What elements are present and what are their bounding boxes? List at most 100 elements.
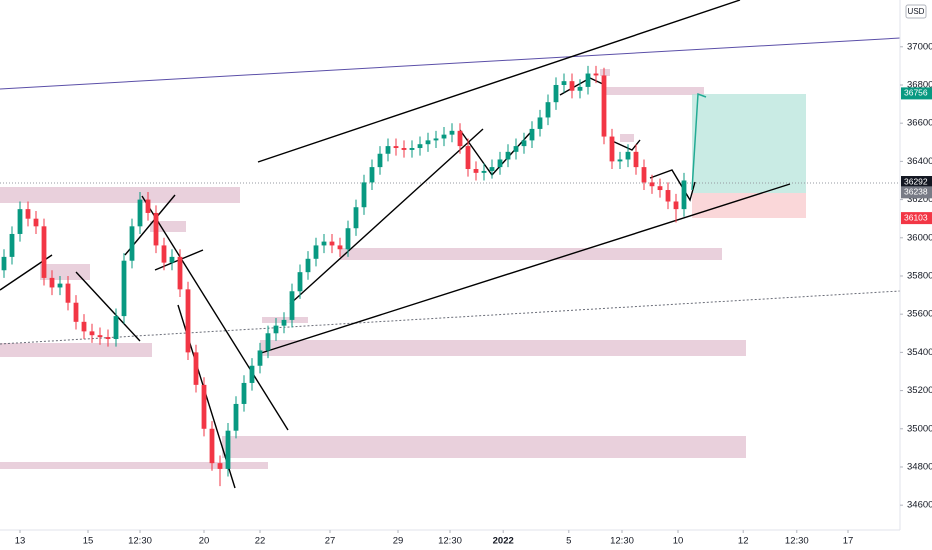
zone [150,221,186,232]
candle-body [241,382,247,404]
price-label: 36756 [904,88,928,98]
channel-line [0,37,901,90]
candle-body [649,182,655,187]
candle-body [305,258,311,273]
zone [600,69,610,76]
trendline [141,195,289,431]
x-tick-label: 2022 [493,536,514,547]
trendline [257,183,791,355]
zone [604,87,704,95]
candle-body [57,283,63,288]
candle-body [561,81,567,85]
x-tick-label: 29 [393,536,404,547]
trendline [649,169,696,202]
y-tick-label: 34600 [907,500,932,511]
x-tick-label: 12:30 [128,536,152,547]
candle-body [17,209,23,234]
price-label-box [901,186,932,199]
candle-body [577,86,583,91]
candle-body [617,159,623,162]
trendline [75,271,141,342]
candle-body [401,148,407,150]
candle-body [345,228,351,250]
candle-body [257,350,263,366]
candle-body [145,199,151,213]
candle-body [9,233,15,257]
y-tick-label: 35800 [907,270,932,281]
candle-body [673,201,679,210]
candle-body [585,73,591,87]
candle-body [433,138,439,141]
candle-body [521,140,527,147]
candle-body [537,117,543,129]
candle-body [321,241,327,246]
y-tick-label: 35200 [907,385,932,396]
candle-body [217,463,223,469]
trendline [257,0,741,163]
candle-body [545,102,551,118]
candle-body [601,75,607,137]
candle-body [273,325,279,334]
y-tick-label: 35400 [907,347,932,358]
candle-body [25,209,31,219]
candle-body [225,430,231,469]
zone [260,340,746,356]
x-tick-label: 12 [738,536,749,547]
candle-body [641,167,647,183]
candle-body [113,316,119,340]
y-tick-label: 36400 [907,156,932,167]
trendline [609,139,641,151]
currency: USD [908,7,925,16]
candle-body [417,144,423,149]
candle-body [505,151,511,160]
x-tick-label: 12:30 [438,536,462,547]
candle-body [377,153,383,168]
candle-body [281,319,287,326]
candle-body [209,428,215,464]
y-tick-label: 35600 [907,309,932,320]
zone [0,462,268,469]
candle-body [569,81,575,91]
candle-body [105,337,111,340]
zone [0,187,240,203]
x-tick-label: 20 [199,536,210,547]
candle-body [129,226,135,261]
candle-body [657,186,663,191]
candle-body [385,146,391,154]
candle-body [553,84,559,103]
candle-body [161,245,167,263]
candle-body [473,169,479,173]
zone [620,134,634,142]
candle-body [441,134,447,139]
y-tick-label: 36200 [907,194,932,205]
candle-body [201,384,207,429]
candle-body [249,365,255,383]
candle-body [457,130,463,147]
candle-body [121,260,127,317]
candle-body [65,283,71,303]
candle-body [265,333,271,351]
projection-arrow [691,92,707,191]
y-tick-label: 37000 [907,41,932,52]
zone [40,264,90,280]
zone [222,436,746,458]
currency-badge[interactable] [905,4,927,19]
x-tick-label: 13 [15,536,26,547]
x-tick-label: 10 [673,536,684,547]
candle-body [609,136,615,162]
candle-body [73,302,79,322]
candle-body [425,140,431,145]
candle-body [41,226,47,278]
candle-body [665,190,671,202]
zone [340,248,722,260]
candle-body [185,289,191,353]
price-label-box [901,87,932,100]
candle-body [1,256,7,271]
y-tick-label: 36600 [907,118,932,129]
price-label: 36238 [904,187,928,197]
candle-body [329,241,335,246]
candle-body [97,335,103,338]
candle-body [353,207,359,229]
candle-body [393,146,399,149]
